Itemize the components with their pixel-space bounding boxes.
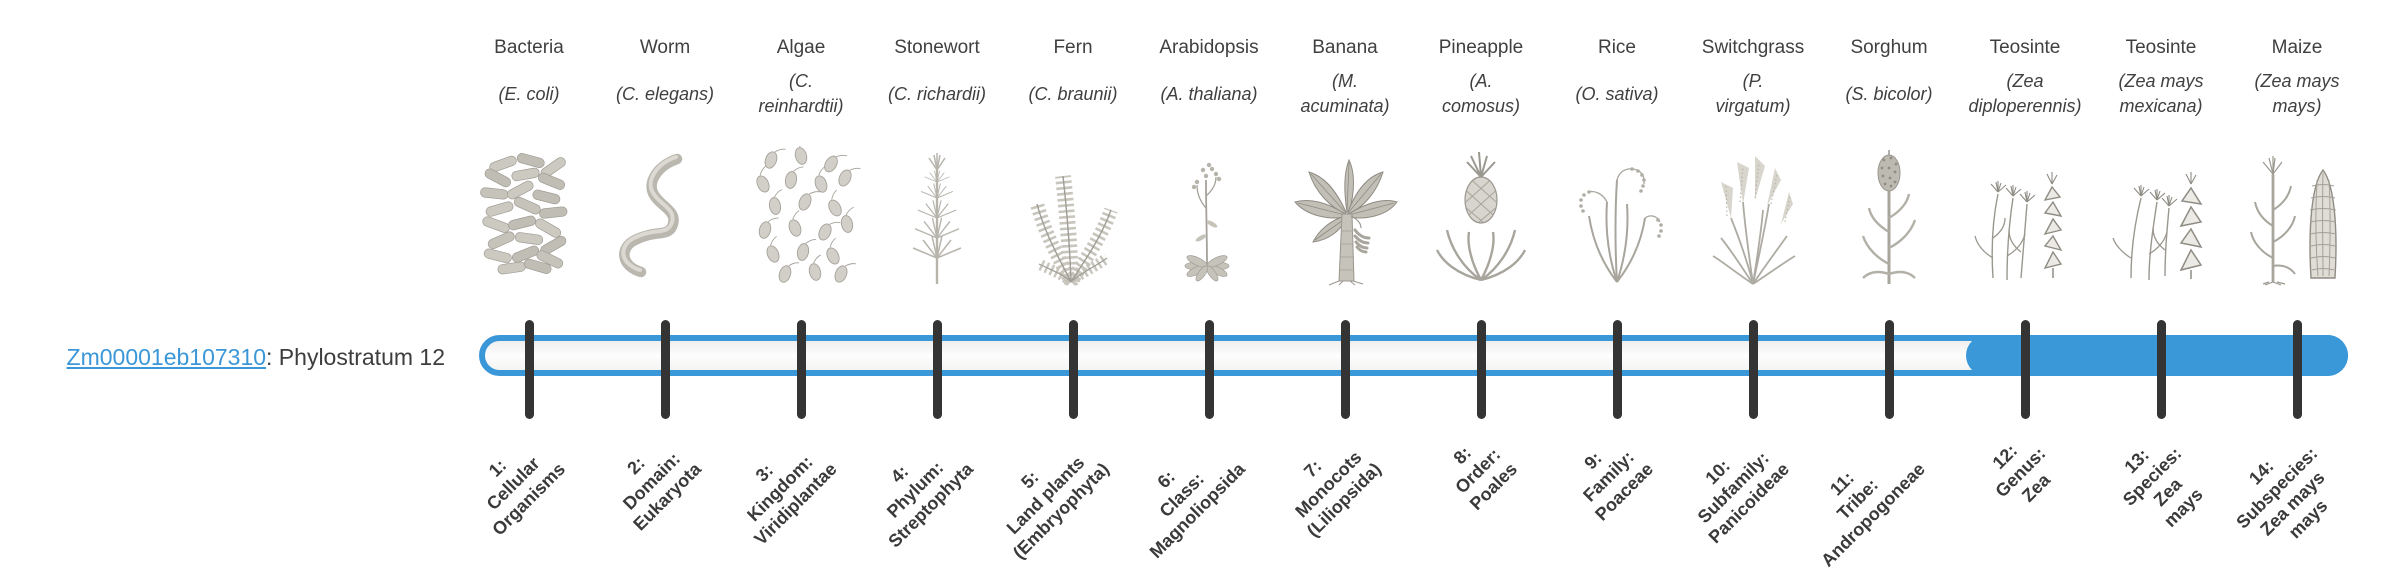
stratum-tick-12	[2021, 320, 2030, 419]
taxon-latin-line: (Zea mays	[2254, 71, 2340, 91]
taxon-latin: (A. thaliana)	[1134, 66, 1284, 122]
taxon-latin: (E. coli)	[454, 66, 604, 122]
pineapple-image	[1406, 122, 1556, 286]
stratum-tick-5	[1069, 320, 1078, 419]
taxon-name: Teosinte	[1989, 37, 2061, 58]
teosinte-diploperennis-image	[1950, 122, 2100, 286]
taxon-latin: (C. richardii)	[862, 66, 1012, 122]
stratum-tick-13	[2157, 320, 2166, 419]
taxon-banana: Banana (M. acuminata)	[1270, 36, 1420, 286]
taxon-stonewort: Stonewort (C. richardii)	[862, 36, 1012, 286]
taxon-name: Stonewort	[894, 37, 980, 58]
taxon-name: Rice	[1597, 37, 1636, 58]
banana-image	[1270, 122, 1420, 286]
stratum-tick-8	[1477, 320, 1486, 419]
taxon-name: Worm	[639, 37, 691, 58]
taxon-latin-line: comosus)	[1441, 96, 1521, 116]
taxon-latin-line: (Zea	[2006, 71, 2044, 91]
phylostratum-text: : Phylostratum 12	[266, 344, 445, 370]
taxon-name: Sorghum	[1850, 37, 1928, 58]
taxon-latin-line: (C. elegans)	[615, 83, 715, 104]
stratum-tick-11	[1885, 320, 1894, 419]
taxon-name: Algae	[776, 37, 826, 58]
bacteria-image	[454, 122, 604, 286]
stratum-tick-6	[1205, 320, 1214, 419]
taxon-algae: Algae (C. reinhardtii)	[726, 36, 876, 286]
gene-id-link[interactable]: Zm00001eb107310	[66, 344, 267, 370]
switchgrass-image	[1678, 122, 1828, 286]
taxon-latin: (O. sativa)	[1542, 66, 1692, 122]
taxon-latin-line: acuminata)	[1300, 96, 1390, 116]
taxon-switchgrass: Switchgrass (P. virgatum)	[1678, 36, 1828, 286]
taxon-latin-line: (E. coli)	[498, 83, 560, 104]
taxon-latin: (Zea diploperennis)	[1950, 66, 2100, 122]
taxon-teosinte-mexicana: Teosinte (Zea mays mexicana)	[2086, 36, 2236, 286]
taxon-name: Bacteria	[494, 37, 564, 58]
taxon-latin-line: mexicana)	[2119, 96, 2203, 116]
taxon-latin-line: (C. braunii)	[1028, 83, 1118, 104]
taxon-name: Pineapple	[1438, 37, 1524, 58]
taxon-name: Arabidopsis	[1159, 37, 1259, 58]
taxon-latin: (C. elegans)	[590, 66, 740, 122]
stratum-tick-9	[1613, 320, 1622, 419]
taxon-latin-line: (P.	[1742, 71, 1764, 91]
taxon-rice: Rice (O. sativa)	[1542, 36, 1692, 286]
taxon-name: Switchgrass	[1701, 37, 1805, 58]
taxon-latin: (P. virgatum)	[1678, 66, 1828, 122]
teosinte-mexicana-image	[2086, 122, 2236, 286]
sorghum-image	[1814, 122, 1964, 286]
taxon-latin: (C. braunii)	[998, 66, 1148, 122]
gene-label: Zm00001eb107310: Phylostratum 12	[20, 344, 445, 370]
stratum-tick-4	[933, 320, 942, 419]
taxon-latin-line: (C. richardii)	[887, 83, 986, 104]
taxon-latin: (C. reinhardtii)	[726, 66, 876, 122]
arabidopsis-image	[1134, 122, 1284, 286]
stratum-tick-10	[1749, 320, 1758, 419]
stratum-tick-14	[2293, 320, 2302, 419]
taxon-latin-line: mays)	[2272, 96, 2322, 116]
fern-image	[998, 122, 1148, 286]
taxon-bacteria: Bacteria (E. coli)	[454, 36, 604, 286]
rice-image	[1542, 122, 1692, 286]
taxon-latin: (Zea mays mexicana)	[2086, 66, 2236, 122]
taxon-name: Banana	[1312, 37, 1378, 58]
taxon-latin: (S. bicolor)	[1814, 66, 1964, 122]
algae-image	[726, 122, 876, 286]
taxon-latin-line: diploperennis)	[1968, 96, 2082, 116]
taxon-latin-line: virgatum)	[1715, 96, 1791, 116]
taxon-latin-line: (M.	[1332, 71, 1358, 91]
taxon-worm: Worm (C. elegans)	[590, 36, 740, 286]
stratum-tick-2	[661, 320, 670, 419]
maize-image	[2222, 122, 2372, 286]
taxon-latin: (A. comosus)	[1406, 66, 1556, 122]
taxon-name: Fern	[1053, 37, 1093, 58]
taxon-fern: Fern (C. braunii)	[998, 36, 1148, 286]
taxon-latin: (Zea mays mays)	[2222, 66, 2372, 122]
taxon-latin: (M. acuminata)	[1270, 66, 1420, 122]
taxon-latin-line: reinhardtii)	[758, 96, 844, 116]
taxon-latin-line: (C.	[789, 71, 813, 91]
worm-image	[590, 122, 740, 286]
taxon-sorghum: Sorghum (S. bicolor)	[1814, 36, 1964, 286]
taxon-latin-line: (A.	[1469, 71, 1493, 91]
taxon-latin-line: (A. thaliana)	[1160, 83, 1258, 104]
taxon-teosinte-diploperennis: Teosinte (Zea diploperennis)	[1950, 36, 2100, 286]
taxon-arabidopsis: Arabidopsis (A. thaliana)	[1134, 36, 1284, 286]
stratum-tick-3	[797, 320, 806, 419]
taxon-name: Teosinte	[2125, 37, 2197, 58]
stratum-tick-1	[525, 320, 534, 419]
taxon-maize: Maize (Zea mays mays)	[2222, 36, 2372, 286]
taxon-latin-line: (O. sativa)	[1575, 83, 1659, 104]
taxon-latin-line: (S. bicolor)	[1845, 83, 1933, 104]
stonewort-image	[862, 122, 1012, 286]
taxon-name: Maize	[2271, 37, 2323, 58]
taxon-pineapple: Pineapple (A. comosus)	[1406, 36, 1556, 286]
taxon-latin-line: (Zea mays	[2118, 71, 2204, 91]
stratum-tick-7	[1341, 320, 1350, 419]
